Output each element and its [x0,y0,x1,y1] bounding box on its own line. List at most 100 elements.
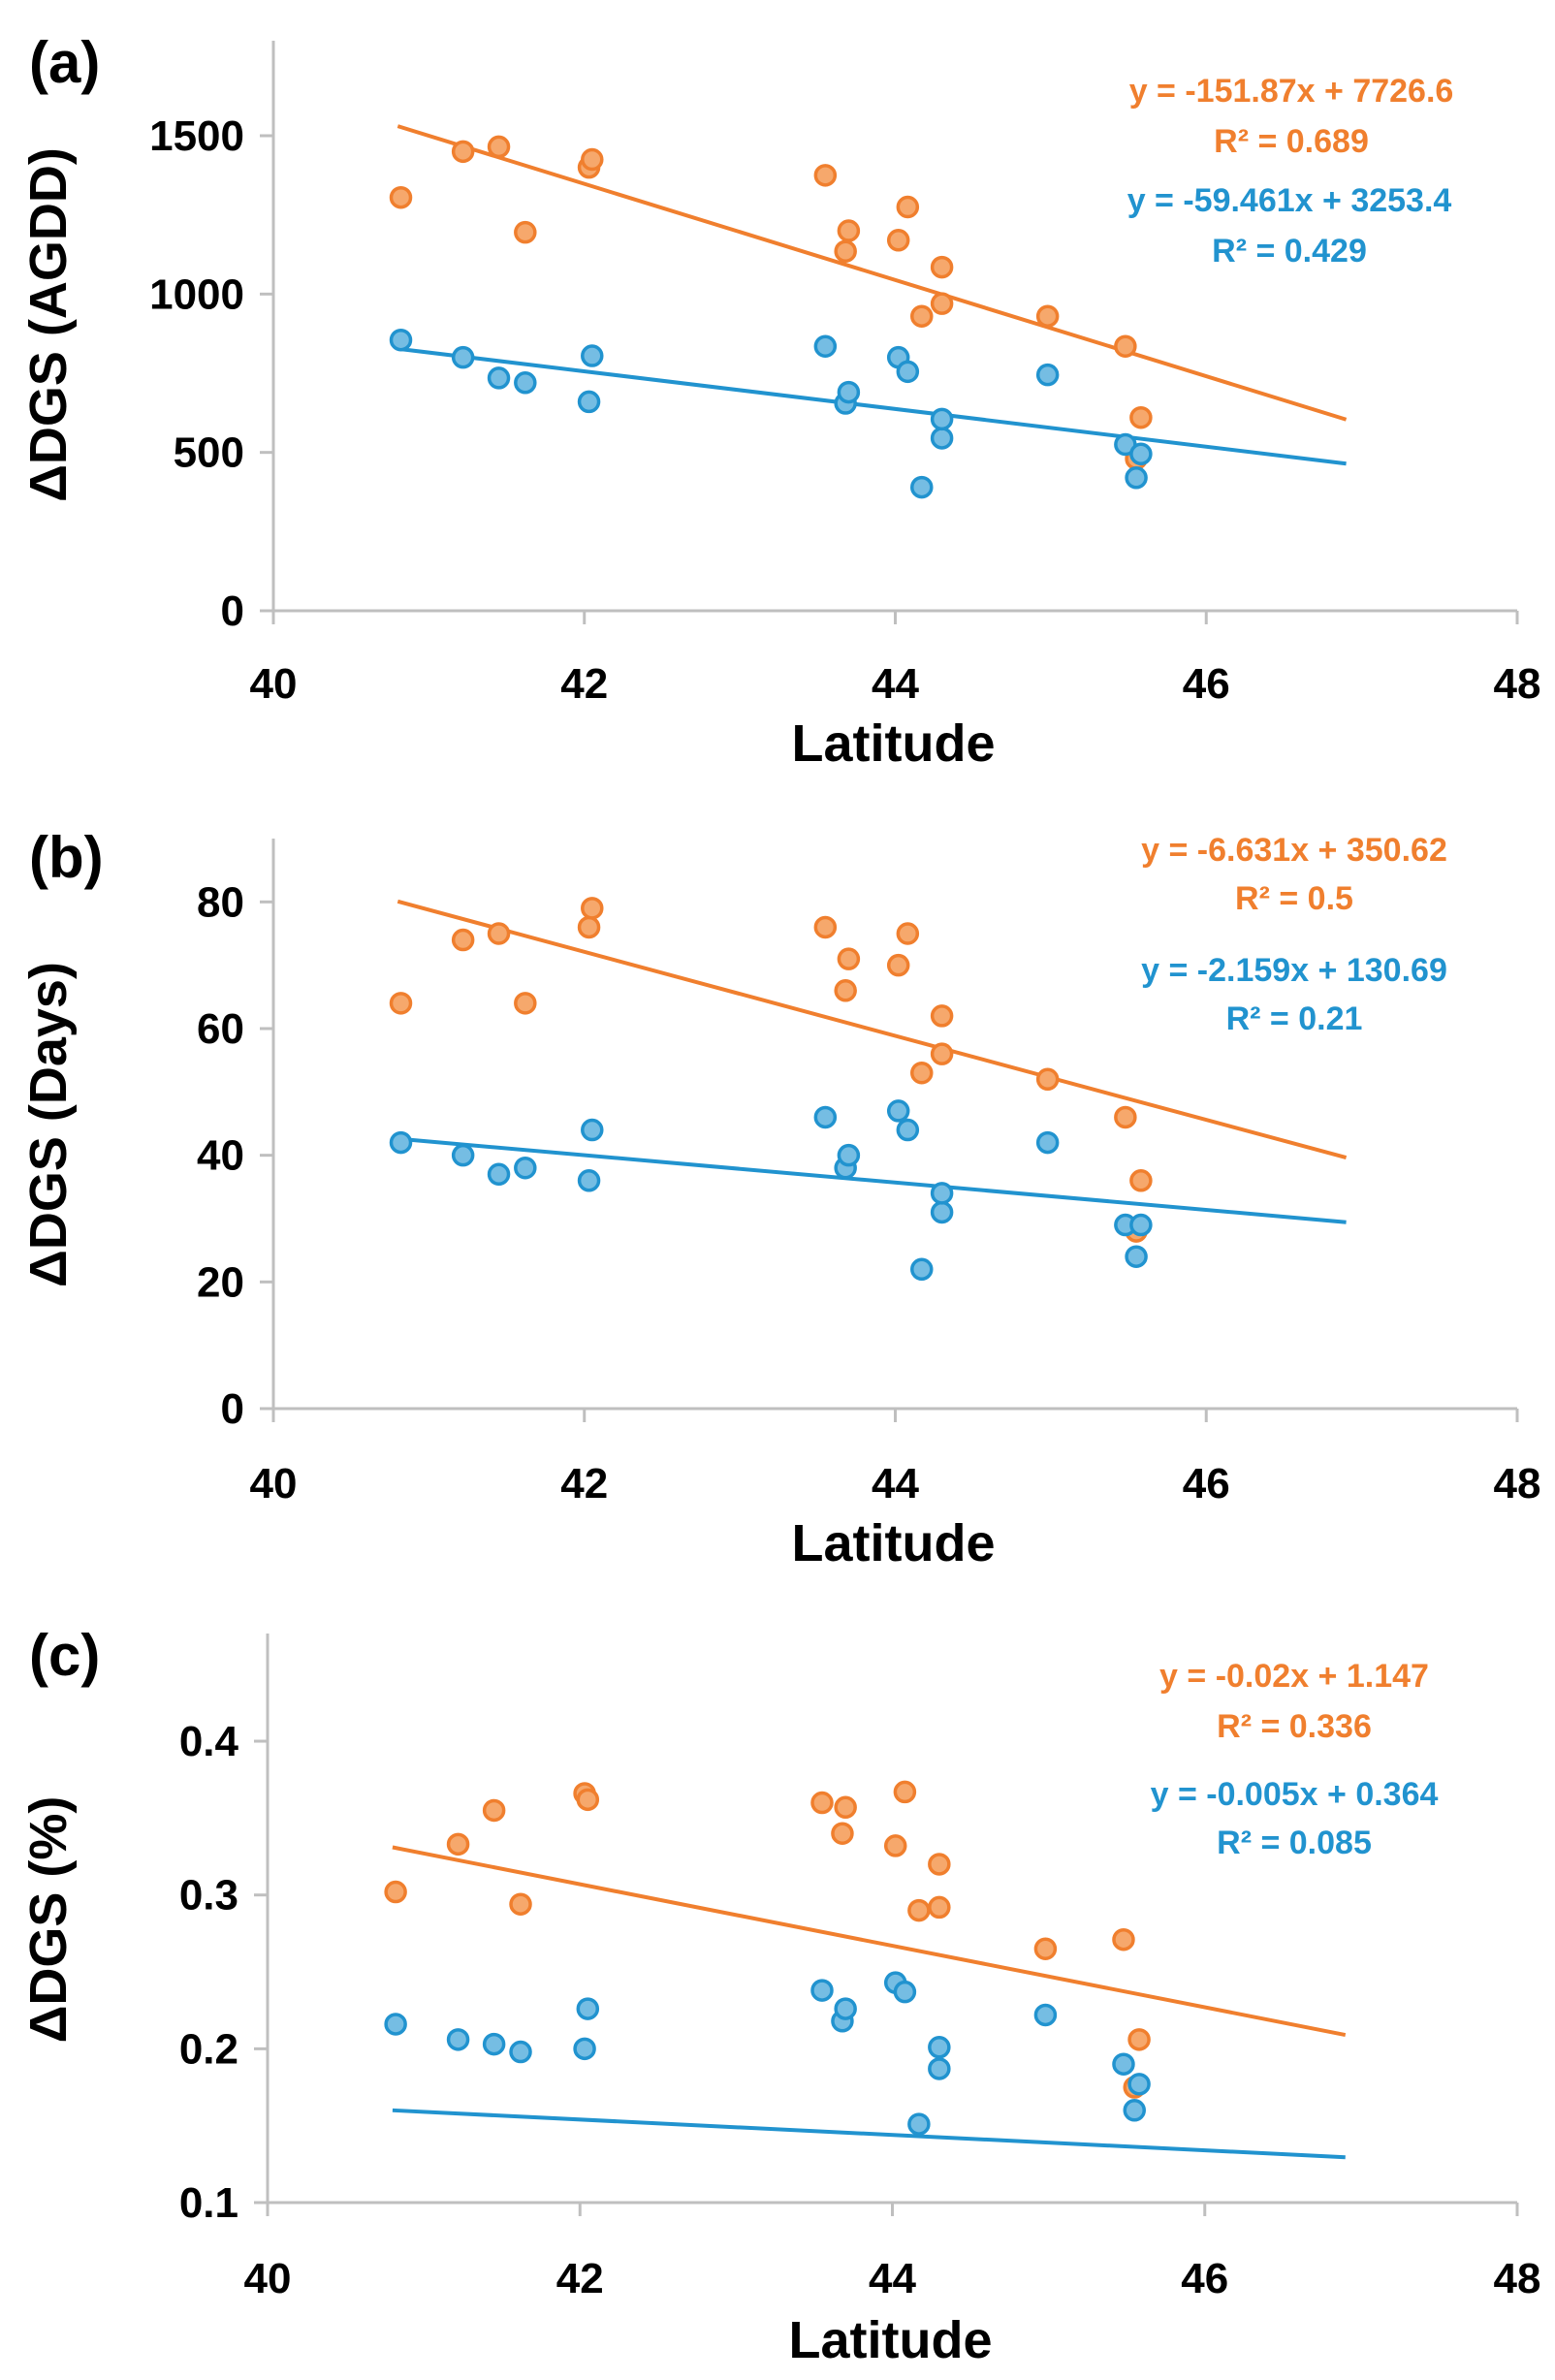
data-point-blue [487,1162,511,1187]
data-point-orange [446,1832,470,1856]
data-point-orange [1127,2028,1151,2051]
data-point-blue [886,1099,910,1123]
trendline-orange [392,1845,1347,2038]
x-tick-label: 46 [1183,660,1230,708]
data-point-orange [1129,1169,1153,1192]
trendline-orange [397,124,1348,422]
data-point-orange [576,1788,600,1812]
data-point-orange [896,195,920,219]
r-squared-blue: R² = 0.085 [1217,1825,1372,1861]
y-tick-label: 1000 [149,270,244,318]
data-point-orange [581,147,604,172]
x-tick-label: 40 [250,1460,298,1507]
y-tick-label: 500 [174,429,244,477]
x-tick-label: 42 [560,660,608,708]
equation-orange: y = -6.631x + 350.62 [1141,832,1447,869]
data-point-orange [834,239,857,263]
trendline-blue [392,2108,1346,2160]
r-squared-orange: R² = 0.689 [1214,123,1369,160]
x-tick-label: 46 [1181,2255,1228,2302]
data-point-orange [389,992,413,1015]
data-point-orange [930,1042,954,1065]
data-point-blue [1129,442,1153,466]
data-point-orange [896,922,920,945]
r-squared-blue: R² = 0.21 [1226,1000,1363,1037]
y-axis-label: ΔDGS (AGDD) [19,147,78,502]
data-point-orange [1114,1105,1137,1129]
data-point-blue [928,2057,951,2080]
data-point-blue [482,2032,506,2056]
data-point-blue [451,1143,475,1167]
y-tick-label: 0.2 [179,2025,238,2073]
data-point-blue [389,328,413,352]
data-point-blue [930,427,954,450]
data-point-blue [1127,2073,1151,2096]
data-point-blue [576,1997,600,2020]
trendline-blue [397,346,1347,466]
data-point-orange [1114,334,1137,358]
data-point-orange [883,1834,907,1857]
data-point-blue [1125,466,1148,490]
data-point-orange [837,219,861,242]
data-point-blue [930,1182,954,1205]
data-point-blue [907,2112,931,2136]
x-tick-label: 46 [1183,1460,1230,1507]
equation-orange: y = -0.02x + 1.147 [1159,1658,1429,1695]
data-point-blue [509,2040,532,2064]
x-tick-label: 48 [1494,660,1541,708]
x-axis-label: Latitude [792,1514,996,1572]
data-point-orange [834,1795,857,1820]
trendline-orange [397,899,1348,1160]
panel-label: (c) [29,1623,100,1688]
data-point-orange [907,1898,931,1922]
data-point-blue [446,2028,470,2051]
data-point-orange [509,1892,532,1916]
data-point-blue [1123,2099,1146,2122]
data-point-orange [487,922,511,945]
equation-blue: y = -2.159x + 130.69 [1141,952,1447,989]
equation-orange: y = -151.87x + 7726.6 [1129,73,1454,110]
data-point-orange [384,1880,407,1904]
data-point-orange [928,1853,951,1876]
data-point-blue [896,1118,920,1142]
y-tick-label: 80 [197,878,244,926]
data-point-blue [1129,1213,1153,1237]
data-point-blue [577,390,601,414]
data-point-orange [1033,1937,1058,1960]
data-point-orange [813,164,838,187]
data-point-orange [930,1004,954,1028]
data-point-orange [930,292,954,315]
data-point-orange [1129,405,1153,429]
data-point-blue [1112,2052,1135,2076]
x-tick-label: 42 [560,1460,608,1507]
data-point-blue [813,334,838,358]
data-point-orange [581,897,604,920]
data-point-orange [389,185,413,209]
y-tick-label: 40 [197,1132,244,1180]
y-axis-label: ΔDGS (Days) [19,962,78,1287]
data-point-blue [1035,363,1060,387]
y-tick-label: 0 [221,587,244,635]
x-tick-label: 44 [872,660,919,708]
x-tick-label: 44 [872,1460,919,1507]
data-point-blue [1125,1245,1148,1268]
y-tick-label: 0.1 [179,2179,238,2227]
data-point-blue [837,1143,861,1167]
data-point-orange [837,947,861,970]
x-tick-label: 40 [250,660,298,708]
y-tick-label: 20 [197,1258,244,1306]
y-tick-label: 60 [197,1005,244,1053]
x-tick-label: 40 [244,2255,292,2302]
data-point-orange [893,1780,917,1804]
data-point-blue [910,475,934,499]
equation-blue: y = -59.461x + 3253.4 [1127,182,1452,219]
data-point-orange [451,140,475,164]
y-tick-label: 0.4 [179,1718,239,1765]
panel-a: 0 500 1000 1500 40 42 44 46 48 Latitude ΔDGS (AGDD… [19,30,1540,773]
data-point-blue [514,1156,537,1180]
data-point-blue [893,1980,917,2004]
x-axis-label: Latitude [792,714,996,773]
y-tick-label: 1500 [149,112,244,160]
data-point-blue [487,366,511,390]
